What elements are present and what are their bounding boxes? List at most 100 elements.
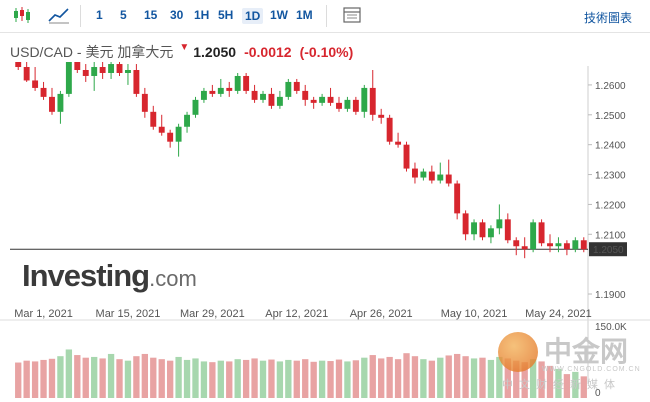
volume-bar [285, 359, 292, 398]
timeframe-30[interactable]: 30 [170, 8, 184, 22]
volume-bar [15, 362, 22, 398]
volume-bar [538, 361, 545, 398]
candle-up [175, 126, 182, 142]
down-arrow-icon: ▼ [179, 42, 190, 53]
volume-bar [23, 360, 30, 398]
date-tick-label: Mar 1, 2021 [14, 308, 73, 320]
timeframe-1h[interactable]: 1H [194, 8, 210, 22]
candle-up [555, 243, 562, 247]
candle-down [209, 90, 216, 94]
volume-bar [453, 353, 461, 398]
timeframe-1w[interactable]: 1W [270, 8, 288, 22]
candle-down [336, 102, 342, 109]
volume-bar [74, 355, 81, 398]
candle-down [23, 67, 30, 81]
candle-up [530, 222, 537, 250]
candle-up [234, 75, 241, 91]
candle-up [319, 96, 326, 103]
volume-bar [99, 358, 106, 398]
watermark-title: 中金网 [544, 336, 629, 367]
volume-bar [470, 358, 478, 398]
candle-down [226, 87, 233, 91]
volume-bar [546, 365, 554, 398]
candle-down [49, 96, 55, 112]
volume-bar [166, 360, 174, 398]
timeframe-1d[interactable]: 1D [242, 8, 264, 24]
volume-bar [496, 356, 503, 398]
volume-bar [65, 349, 73, 398]
timeframe-5[interactable]: 5 [120, 8, 127, 22]
volume-bar [479, 357, 486, 398]
volume-bar [175, 356, 182, 398]
timeframe-1[interactable]: 1 [96, 8, 103, 22]
timeframe-5h[interactable]: 5H [218, 8, 234, 22]
candle-down [352, 99, 359, 112]
volume-bar [411, 356, 419, 398]
volume-bar [335, 359, 343, 398]
candle-down [580, 240, 587, 250]
volume-bar [428, 360, 436, 398]
volume-bar [268, 359, 275, 398]
date-tick-label: Apr 26, 2021 [350, 308, 413, 320]
price-tick-label: 1.2200 [595, 200, 626, 211]
candle-up [184, 114, 190, 127]
candlestick-type-icon[interactable] [12, 6, 32, 24]
candle-up [108, 64, 115, 73]
candle-down [141, 93, 148, 112]
date-tick-label: Mar 15, 2021 [96, 308, 161, 320]
candle-down [310, 99, 317, 103]
volume-bar [580, 376, 587, 398]
volume-bar [276, 361, 284, 398]
volume-bar [209, 362, 216, 398]
volume-bar [141, 353, 149, 398]
calendar-icon[interactable] [342, 6, 362, 24]
volume-bar [259, 360, 267, 398]
candle-down [133, 70, 140, 94]
candle-up [65, 62, 72, 94]
toolbar-separator [326, 5, 327, 27]
volume-bar [310, 361, 317, 398]
price-tick-label: 1.2100 [595, 230, 626, 241]
price-chart[interactable]: 1.2600 1.2500 1.2400 1.2300 1.2200 1.2100 1.19… [0, 62, 650, 402]
toolbar-separator [80, 5, 81, 27]
volume-bar [462, 356, 469, 398]
volume-bar [504, 358, 511, 398]
candle-down [116, 64, 123, 73]
candle-down [547, 243, 553, 247]
candle-up [285, 81, 292, 97]
candle-down [15, 62, 22, 68]
candle-down [521, 246, 528, 250]
watermark-url: WWW.CNGOLD.COM.CN [542, 366, 641, 373]
volume-bar [183, 359, 191, 398]
volume-bar [327, 361, 334, 398]
timeframe-1m[interactable]: 1M [296, 8, 313, 22]
volume-bar [513, 360, 520, 398]
candle-down [403, 144, 410, 169]
date-tick-label: Apr 12, 2021 [265, 308, 328, 320]
candle-down [74, 62, 81, 70]
timeframe-15[interactable]: 15 [144, 8, 158, 22]
date-tick-label: May 24, 2021 [525, 308, 592, 320]
volume-bar [192, 358, 199, 398]
candle-up [437, 174, 444, 181]
candle-down [251, 90, 258, 100]
current-price-tag-label: 1.2050 [593, 245, 624, 256]
candle-down [158, 126, 165, 133]
volume-bar [445, 355, 452, 398]
price-change-percent: (-0.10%) [299, 44, 354, 60]
price-tick-label: 1.2300 [595, 171, 626, 182]
volume-bar [200, 361, 208, 398]
candle-down [82, 70, 89, 76]
candle-up [57, 93, 64, 112]
volume-bar [116, 359, 123, 398]
volume-bar [369, 355, 376, 398]
current-price-tag [589, 242, 627, 257]
last-price: 1.2050 [193, 44, 237, 60]
area-chart-type-icon[interactable] [48, 6, 69, 24]
date-tick-label: May 10, 2021 [441, 308, 508, 320]
volume-bar [521, 362, 528, 398]
candle-down [513, 240, 520, 247]
candle-down [302, 90, 309, 100]
advanced-chart-link[interactable]: 技術圖表 [583, 11, 632, 25]
volume-bar [437, 357, 444, 398]
